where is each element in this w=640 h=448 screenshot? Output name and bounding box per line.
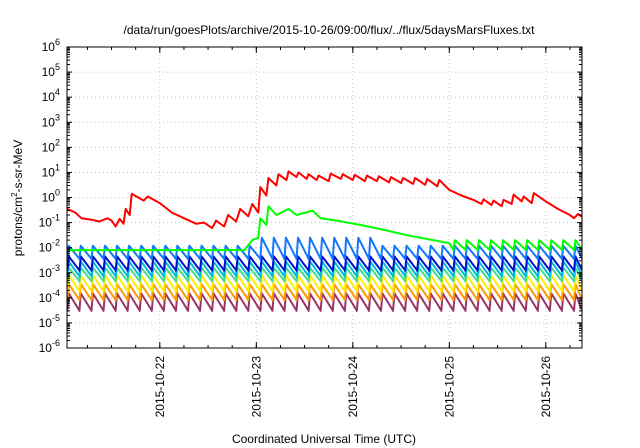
x-tick-label: 2015-10-22	[153, 356, 167, 418]
y-tick-label-base: 10	[42, 140, 56, 154]
y-tick-label-base: 10	[39, 316, 53, 330]
y-tick-label-exp: 4	[55, 87, 60, 97]
series-line	[67, 205, 582, 252]
y-tick-label-exp: 3	[55, 112, 60, 122]
y-tick-label: 106	[42, 37, 60, 54]
y-axis-label-rest: -s-sr-MeV	[11, 140, 25, 193]
y-tick-label: 10-3	[39, 263, 60, 280]
y-tick-label-exp: -1	[52, 213, 60, 223]
y-tick-label: 101	[42, 162, 60, 179]
x-tick-label: 2015-10-23	[249, 356, 263, 418]
y-tick-label: 10-1	[39, 213, 60, 230]
y-tick-label-base: 10	[39, 291, 53, 305]
x-tick-label: 2015-10-25	[442, 356, 456, 418]
y-tick-label: 100	[42, 188, 60, 205]
y-axis: 10-610-510-410-310-210-11001011021031041…	[39, 37, 582, 355]
y-tick-label-exp: -5	[52, 313, 60, 323]
y-tick-label-base: 10	[42, 165, 56, 179]
series-line	[67, 292, 582, 312]
y-axis-label: protons/cm2-s-sr-MeV	[10, 140, 25, 256]
y-tick-label-exp: 1	[55, 162, 60, 172]
y-tick-label-exp: -4	[52, 288, 60, 298]
plot-frame	[66, 46, 583, 349]
y-tick-label-base: 10	[42, 191, 56, 205]
y-axis-label-base: protons/cm	[11, 197, 25, 256]
y-tick-label-exp: 6	[55, 37, 60, 47]
y-tick-label: 105	[42, 62, 60, 79]
chart-title: /data/run/goesPlots/archive/2015-10-26/0…	[124, 23, 536, 37]
y-tick-label: 102	[42, 137, 60, 154]
series-line	[67, 255, 582, 272]
y-tick-label-exp: 0	[55, 188, 60, 198]
y-axis-label-sup: 2	[10, 192, 19, 197]
series-line	[67, 170, 582, 230]
y-tick-label-base: 10	[42, 90, 56, 104]
y-tick-label-base: 10	[39, 341, 53, 355]
y-tick-label: 10-6	[39, 338, 60, 355]
x-axis-label: Coordinated Universal Time (UTC)	[232, 432, 416, 446]
y-tick-label-base: 10	[42, 115, 56, 129]
y-tick-label-exp: -3	[52, 263, 60, 273]
y-tick-label-base: 10	[39, 241, 53, 255]
y-tick-label-base: 10	[39, 266, 53, 280]
series-line	[67, 236, 582, 261]
y-tick-label-exp: -2	[52, 238, 60, 248]
y-tick-label-base: 10	[39, 216, 53, 230]
y-tick-label-base: 10	[42, 40, 56, 54]
x-tick-label: 2015-10-26	[539, 356, 553, 418]
x-axis: 2015-10-22 2015-10-23 2015-10-24 2015-10-25…	[86, 47, 571, 418]
data-series	[67, 170, 582, 312]
y-tick-label-base: 10	[42, 65, 56, 79]
grid-lines	[67, 47, 582, 348]
y-tick-label: 104	[42, 87, 60, 104]
y-tick-label: 10-5	[39, 313, 60, 330]
y-tick-label: 10-2	[39, 238, 60, 255]
x-tick-label: 2015-10-24	[346, 356, 360, 418]
y-tick-label: 103	[42, 112, 60, 129]
y-tick-label-exp: -6	[52, 338, 60, 348]
y-tick-label-exp: 2	[55, 137, 60, 147]
y-tick-label: 10-4	[39, 288, 60, 305]
y-tick-label-exp: 5	[55, 62, 60, 72]
